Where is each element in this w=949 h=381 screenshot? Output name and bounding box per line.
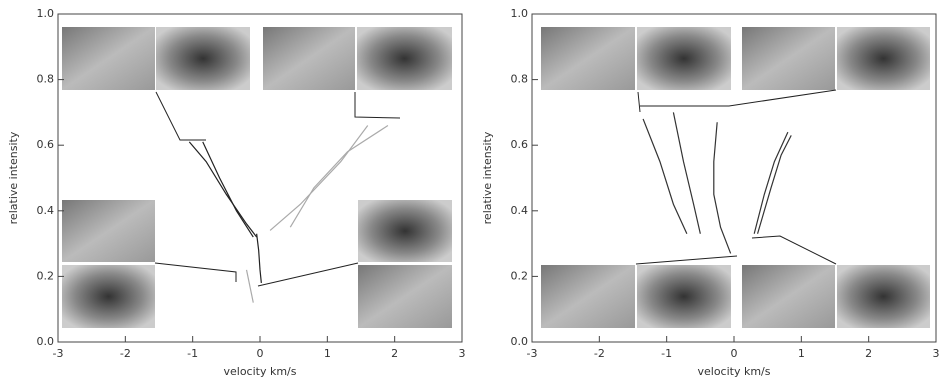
image-inset — [156, 27, 250, 90]
connector — [155, 91, 206, 141]
x-axis-label: velocity km/s — [223, 365, 296, 378]
image-inset — [358, 200, 452, 262]
image-inset — [742, 265, 835, 328]
image-inset — [62, 265, 155, 328]
image-inset — [837, 265, 930, 328]
x-tick-label: 1 — [798, 347, 805, 360]
subplot: -3 -2 -1 0 1 2 3 0.0 0.2 0.4 0.6 0.8 1.0 velocity km/… — [481, 7, 940, 378]
y-tick-label: 0.8 — [511, 73, 529, 86]
connector — [354, 92, 401, 119]
data-line — [756, 135, 792, 234]
x-tick-label: -3 — [53, 347, 64, 360]
connector — [257, 262, 359, 287]
image-inset — [541, 265, 635, 328]
data-line — [256, 233, 262, 284]
image-inset — [837, 27, 930, 90]
y-axis-label: relative intensity — [481, 131, 494, 224]
x-tick-label: 3 — [459, 347, 466, 360]
image-inset — [263, 27, 355, 90]
image-inset — [357, 27, 452, 90]
y-tick-label: 0.6 — [37, 138, 55, 151]
x-tick-label: -1 — [661, 347, 672, 360]
y-tick-label: 0.0 — [37, 335, 55, 348]
connector — [154, 262, 237, 282]
image-inset — [637, 27, 731, 90]
y-tick-label: 0.8 — [37, 73, 55, 86]
x-tick-label: 1 — [324, 347, 331, 360]
data-line — [245, 269, 254, 303]
image-inset — [62, 27, 155, 90]
y-tick-label: 0.0 — [511, 335, 529, 348]
image-inset — [358, 265, 452, 328]
x-tick-label: 0 — [257, 347, 264, 360]
x-tick-label: 0 — [731, 347, 738, 360]
image-inset — [541, 27, 635, 90]
y-axis-label: relative intensity — [7, 131, 20, 224]
connector — [635, 255, 738, 265]
x-axis-label: velocity km/s — [697, 365, 770, 378]
data-line — [202, 141, 254, 238]
subplot: -3 -2 -1 0 1 2 3 0.0 0.2 0.4 0.6 0.8 1.0 velocity km/… — [7, 7, 466, 378]
connector — [751, 235, 837, 265]
y-tick-label: 0.2 — [37, 269, 55, 282]
data-line — [642, 118, 688, 235]
y-tick-label: 0.2 — [511, 269, 529, 282]
data-line — [269, 125, 369, 231]
x-tick-label: 3 — [933, 347, 940, 360]
connector — [637, 89, 837, 113]
image-inset — [742, 27, 835, 90]
data-line — [188, 141, 258, 238]
y-tick-label: 1.0 — [37, 7, 55, 20]
data-line — [753, 131, 789, 234]
x-tick-label: 2 — [391, 347, 398, 360]
x-tick-label: -2 — [594, 347, 605, 360]
x-tick-label: -1 — [187, 347, 198, 360]
y-tick-label: 0.4 — [37, 204, 55, 217]
data-line — [713, 122, 732, 254]
y-tick-label: 0.4 — [511, 204, 529, 217]
x-tick-label: -3 — [527, 347, 538, 360]
y-tick-label: 1.0 — [511, 7, 529, 20]
data-line — [672, 112, 701, 234]
x-tick-label: -2 — [120, 347, 131, 360]
data-line — [289, 125, 389, 228]
y-tick-label: 0.6 — [511, 138, 529, 151]
image-inset — [62, 200, 155, 262]
image-inset — [637, 265, 731, 328]
x-tick-label: 2 — [865, 347, 872, 360]
